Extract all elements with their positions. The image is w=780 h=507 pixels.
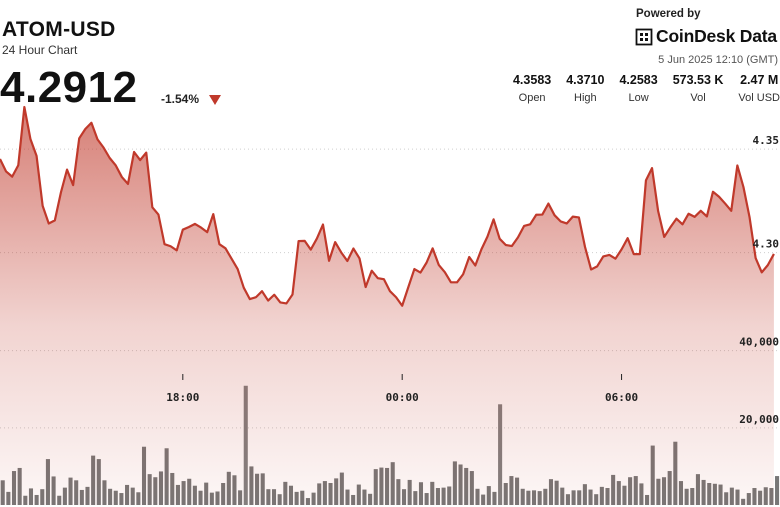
stat-value: 4.3583 bbox=[512, 73, 552, 87]
chart-subtitle: 24 Hour Chart bbox=[2, 43, 78, 57]
stat-label: Open bbox=[518, 92, 546, 104]
down-triangle-icon bbox=[209, 95, 221, 105]
price-change: -1.54% bbox=[161, 92, 200, 106]
price-line bbox=[0, 105, 775, 307]
coindesk-logo-icon bbox=[635, 28, 653, 45]
stat-label: Low bbox=[628, 92, 649, 104]
volume-bar bbox=[775, 476, 780, 505]
timestamp: 5 Jun 2025 12:10 (GMT) bbox=[658, 54, 778, 66]
time-tick-label: 00:00 bbox=[386, 391, 419, 404]
price-tick-label: 4.30 bbox=[753, 238, 780, 251]
stat-vol: 573.53 K Vol bbox=[673, 73, 724, 104]
symbol-title: ATOM-USD bbox=[2, 18, 116, 41]
stats-bar: 4.3583 Open 4.3710 High 4.2583 Low 573.5… bbox=[498, 73, 780, 104]
volume-tick-label: 20,000 bbox=[739, 413, 779, 426]
volume-tick-label: 40,000 bbox=[739, 336, 779, 349]
stat-value: 4.3710 bbox=[566, 73, 605, 87]
stat-open: 4.3583 Open bbox=[513, 73, 551, 104]
price-tick-label: 4.35 bbox=[753, 134, 780, 147]
stat-vol-usd: 2.47 M Vol USD bbox=[738, 73, 780, 104]
brand-name: CoinDesk Data bbox=[656, 26, 777, 46]
stat-label: Vol USD bbox=[738, 92, 780, 104]
brand-logo[interactable]: CoinDesk Data bbox=[635, 26, 777, 47]
stat-high: 4.3710 High bbox=[566, 73, 604, 104]
time-tick-label: 18:00 bbox=[166, 391, 199, 404]
stat-label: High bbox=[574, 92, 597, 104]
stat-label: Vol bbox=[690, 92, 706, 104]
price-area bbox=[0, 107, 774, 505]
current-price: 4.2912 bbox=[0, 63, 138, 112]
powered-by-label: Powered by bbox=[636, 8, 701, 20]
stat-value: 4.2583 bbox=[619, 73, 658, 87]
stat-value: 573.53 K bbox=[672, 73, 724, 87]
time-tick-label: 06:00 bbox=[605, 391, 638, 404]
axis-ticks: 4.30 4.35 20,000 40,000 18:00 00:00 06:00 bbox=[166, 134, 779, 426]
stat-low: 4.2583 Low bbox=[619, 73, 657, 104]
stat-value: 2.47 M bbox=[740, 73, 779, 87]
